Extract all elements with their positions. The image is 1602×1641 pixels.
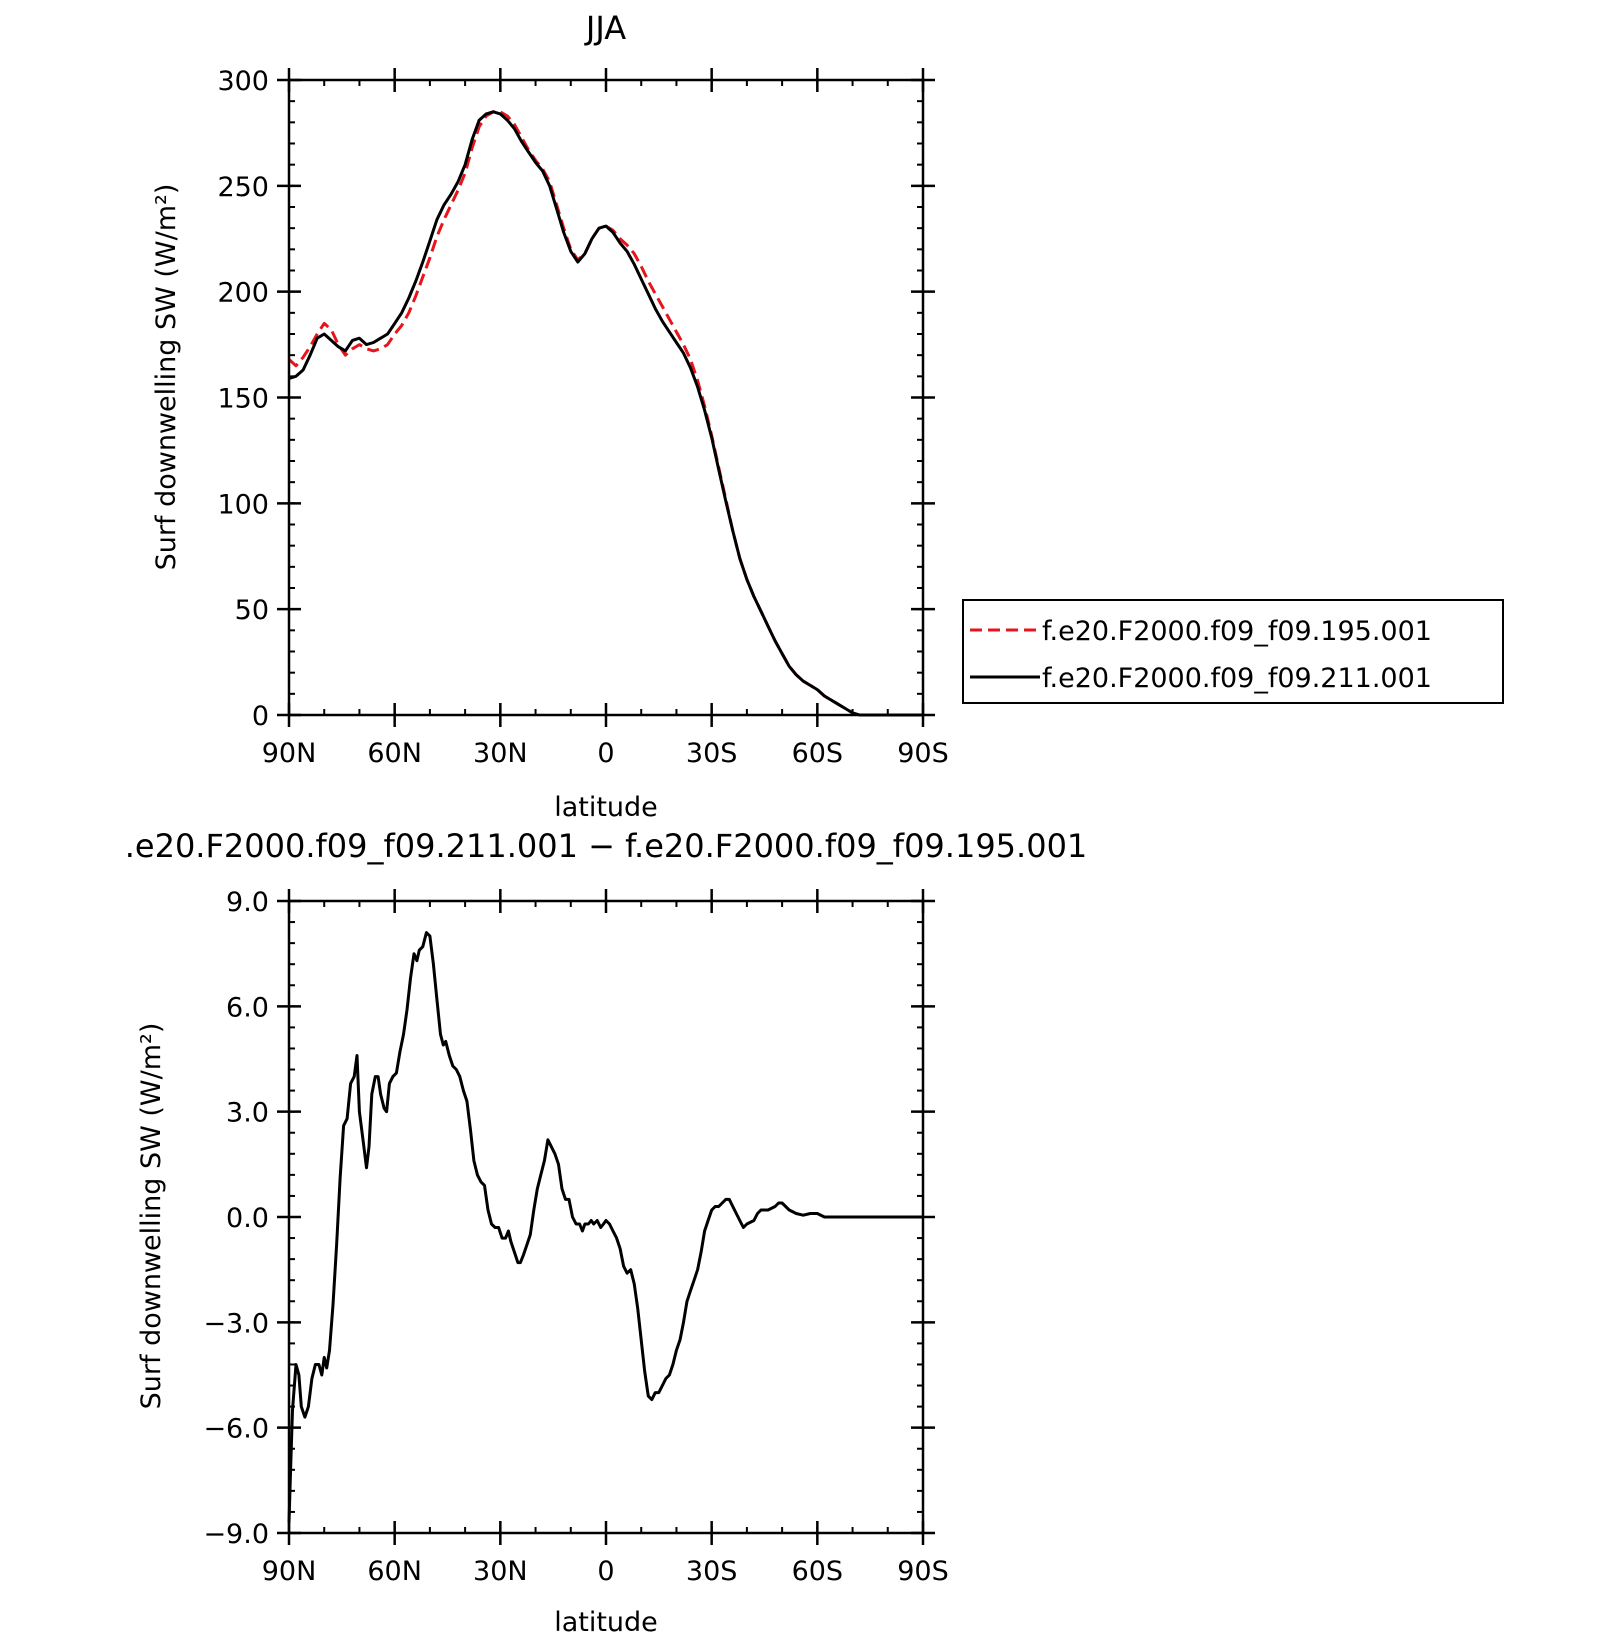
top-x-tick-label: 0 (597, 738, 614, 769)
top-y-tick-label: 300 (217, 66, 269, 97)
bottom-y-axis-title: Surf downwelling SW (W/m²) (136, 1023, 167, 1410)
bottom-x-tick-label: 30N (473, 1556, 528, 1587)
bottom-chart: .e20.F2000.f09_f09.211.001 − f.e20.F2000… (125, 827, 1088, 1638)
bottom-x-tick-label: 90N (262, 1556, 317, 1587)
top-y-tick-label: 100 (217, 489, 269, 520)
bottom-x-tick-label: 60N (367, 1556, 422, 1587)
top-x-tick-label: 30S (686, 738, 738, 769)
bottom-y-tick-label: 6.0 (226, 992, 269, 1023)
top-chart: JJA 90N 60N 30N 0 30S 60S 90S 0 50 100 150 200 250 30… (151, 9, 1504, 823)
bottom-x-tick-label: 60S (792, 1556, 844, 1587)
top-y-axis-title: Surf downwelling SW (W/m²) (151, 184, 182, 571)
top-x-tick-label: 60S (792, 738, 844, 769)
bottom-x-tick-label: 0 (597, 1556, 614, 1587)
bottom-x-axis-title: latitude (554, 1607, 658, 1638)
bottom-plot-area: 90N 60N 30N 0 30S 60S 90S −9.0 −6.0 −3.0 0.0 3.0 6.0… (203, 887, 948, 1587)
top-chart-title: JJA (584, 9, 626, 47)
bottom-x-tick-label: 90S (897, 1556, 949, 1587)
top-x-tick-label: 90S (897, 738, 949, 769)
top-y-tick-label: 250 (217, 172, 269, 203)
legend-box (962, 599, 1504, 704)
bottom-y-tick-label: −6.0 (203, 1414, 269, 1445)
bottom-x-tick-label: 30S (686, 1556, 738, 1587)
top-x-tick-label: 30N (473, 738, 528, 769)
legend-label-195: f.e20.F2000.f09_f09.195.001 (1042, 616, 1432, 647)
top-plot-area: 90N 60N 30N 0 30S 60S 90S 0 50 100 150 200 250 300 (217, 66, 948, 769)
top-x-axis-title: latitude (554, 792, 658, 823)
top-y-tick-label: 50 (235, 595, 269, 626)
top-plot-frame (287, 78, 925, 717)
bottom-series-line-0 (287, 931, 923, 1523)
top-x-tick-label: 90N (262, 738, 317, 769)
top-y-tick-label: 150 (217, 384, 269, 415)
top-x-tick-label: 60N (367, 738, 422, 769)
top-y-tick-label: 0 (252, 701, 269, 732)
bottom-y-tick-label: 0.0 (226, 1203, 269, 1234)
top-series-line-1 (288, 110, 923, 717)
legend-label-211: f.e20.F2000.f09_f09.211.001 (1042, 663, 1432, 694)
bottom-chart-title: .e20.F2000.f09_f09.211.001 − f.e20.F2000… (125, 827, 1088, 865)
top-series-line-0 (287, 110, 923, 717)
top-y-tick-label: 200 (217, 278, 269, 309)
bottom-y-tick-label: 9.0 (226, 887, 269, 918)
bottom-y-tick-label: 3.0 (226, 1098, 269, 1129)
bottom-y-tick-label: −3.0 (203, 1308, 269, 1339)
legend: f.e20.F2000.f09_f09.195.001 f.e20.F2000.… (962, 599, 1504, 704)
bottom-plot-frame (287, 899, 925, 1535)
bottom-y-tick-label: −9.0 (203, 1519, 269, 1550)
